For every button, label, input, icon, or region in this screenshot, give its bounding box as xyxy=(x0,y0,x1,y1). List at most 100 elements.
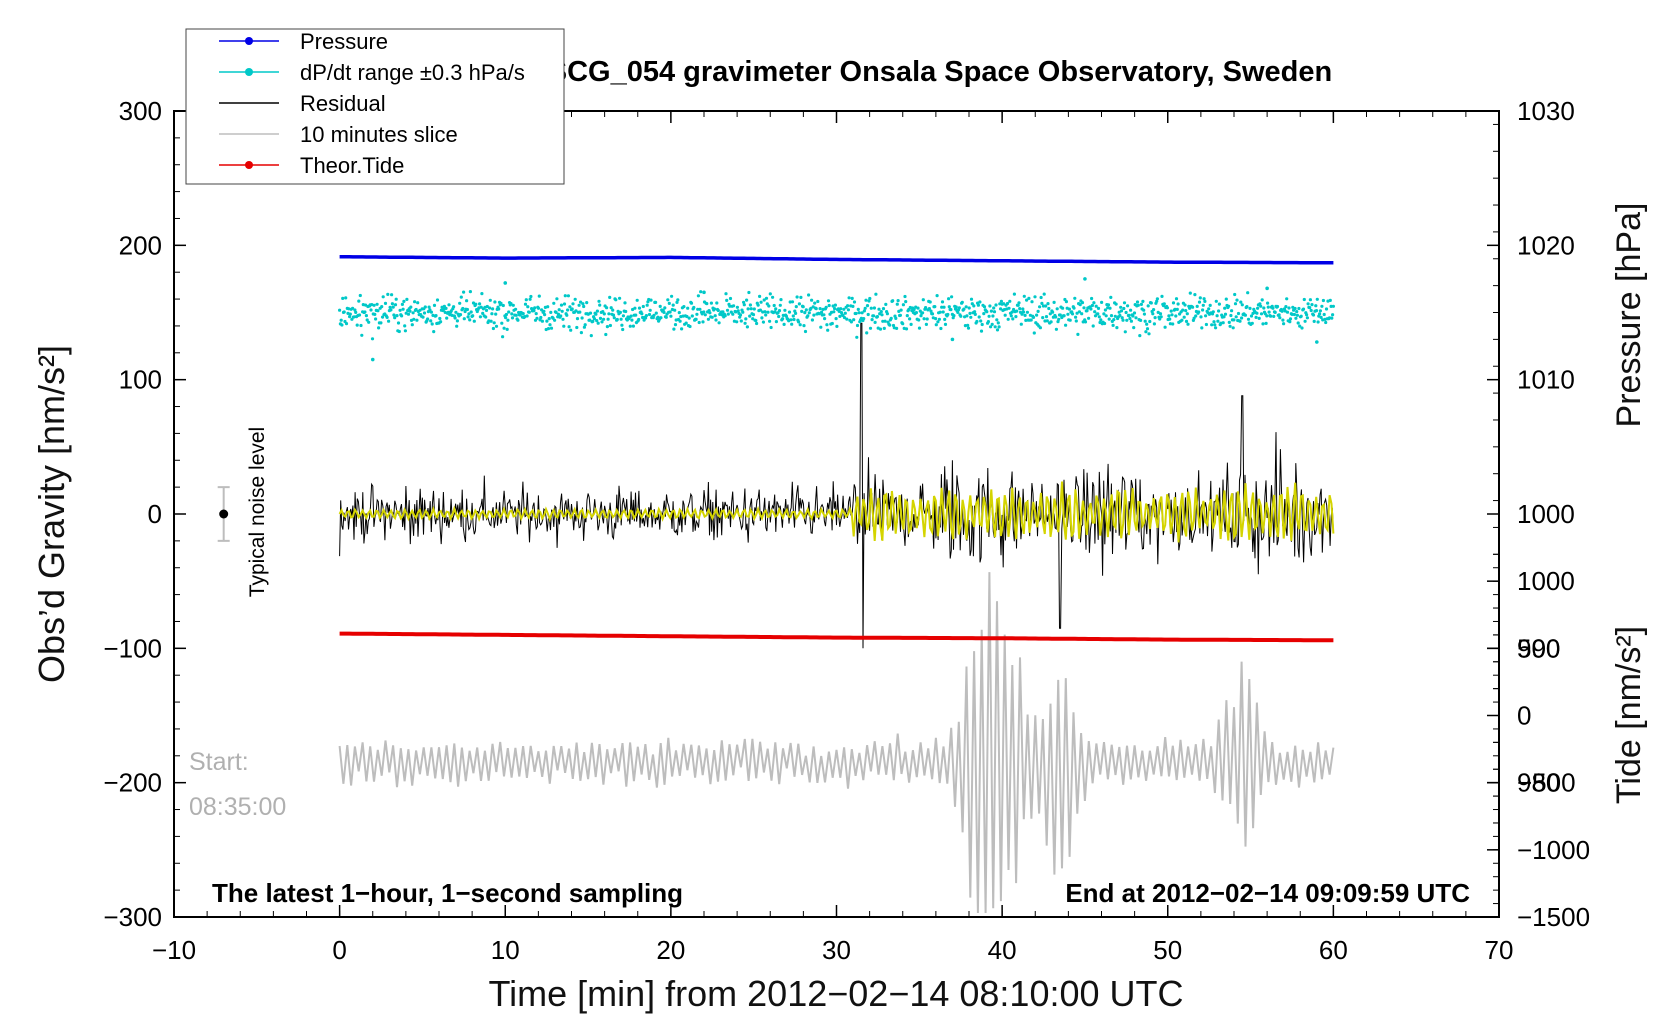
dpdt-point xyxy=(339,318,343,322)
dpdt-point xyxy=(965,314,969,318)
dpdt-point xyxy=(509,302,513,306)
x-tick-label: 10 xyxy=(491,935,520,965)
dpdt-point xyxy=(916,306,920,310)
dpdt-point xyxy=(807,293,811,297)
dpdt-point xyxy=(507,310,511,314)
dpdt-point xyxy=(868,296,872,301)
dpdt-point xyxy=(392,313,396,317)
dpdt-point xyxy=(878,327,883,331)
dpdt-point xyxy=(352,315,356,319)
dpdt-point xyxy=(1100,300,1104,304)
dpdt-point xyxy=(991,314,995,318)
dpdt-point xyxy=(606,317,610,321)
dpdt-point xyxy=(1120,316,1124,320)
x-tick-label: 60 xyxy=(1319,935,1348,965)
dpdt-point xyxy=(1310,303,1314,307)
dpdt-point xyxy=(1118,313,1122,318)
dpdt-point xyxy=(888,323,892,327)
dpdt-point xyxy=(896,299,900,303)
dpdt-point xyxy=(818,307,822,311)
dpdt-point xyxy=(1217,302,1221,306)
dpdt-point xyxy=(761,320,766,324)
dpdt-point xyxy=(363,310,367,314)
dpdt-point xyxy=(1025,298,1029,302)
dpdt-point xyxy=(379,321,383,325)
dpdt-point xyxy=(783,308,787,312)
dpdt-point xyxy=(1245,305,1249,309)
dpdt-point xyxy=(979,319,983,323)
dpdt-point xyxy=(985,310,989,314)
dpdt-point xyxy=(772,303,776,308)
x-tick-label: 40 xyxy=(988,935,1017,965)
dpdt-point xyxy=(1181,308,1185,312)
dpdt-point xyxy=(810,318,815,322)
dpdt-point xyxy=(598,316,603,320)
dpdt-point xyxy=(1042,292,1046,296)
dpdt-point xyxy=(365,318,369,322)
dpdt-point xyxy=(716,308,720,313)
legend-entry-label: 10 minutes slice xyxy=(300,122,458,147)
dpdt-point xyxy=(820,310,824,314)
dpdt-point xyxy=(566,294,571,298)
pressure-trace xyxy=(339,255,1334,265)
dpdt-point xyxy=(1107,317,1111,321)
dpdt-point xyxy=(680,327,684,331)
dpdt-point xyxy=(468,290,472,294)
dpdt-point xyxy=(1052,300,1056,304)
dpdt-point xyxy=(789,318,793,322)
dpdt-point xyxy=(659,316,663,320)
x-tick-label: −10 xyxy=(152,935,196,965)
dpdt-point xyxy=(411,311,415,315)
dpdt-point xyxy=(754,318,758,323)
dpdt-point xyxy=(894,316,898,320)
dpdt-point xyxy=(1096,306,1101,310)
dpdt-point xyxy=(673,308,677,312)
dpdt-point xyxy=(388,305,392,309)
dpdt-point xyxy=(864,298,868,302)
dpdt-point xyxy=(1269,314,1273,318)
slice-trace xyxy=(338,572,1335,914)
dpdt-point xyxy=(877,307,881,311)
dpdt-point xyxy=(380,315,385,319)
dpdt-point xyxy=(847,296,851,300)
dpdt-point xyxy=(759,300,763,304)
dpdt-point xyxy=(465,307,469,312)
dpdt-point xyxy=(409,305,413,309)
dpdt-point xyxy=(652,313,656,317)
dpdt-point xyxy=(1233,302,1238,306)
dpdt-point xyxy=(582,325,587,329)
dpdt-point xyxy=(751,313,756,317)
dpdt-point xyxy=(401,307,405,311)
dpdt-point xyxy=(982,305,987,309)
x-tick-label: 0 xyxy=(332,935,346,965)
dpdt-point xyxy=(771,295,775,299)
dpdt-point xyxy=(751,317,755,321)
dpdt-point xyxy=(695,312,699,316)
dpdt-point xyxy=(1311,313,1316,317)
dpdt-point xyxy=(373,312,377,316)
dpdt-point xyxy=(630,318,634,322)
dpdt-point xyxy=(846,304,850,308)
x-tick-label: 20 xyxy=(656,935,685,965)
dpdt-point xyxy=(1054,315,1058,319)
dpdt-point xyxy=(1301,307,1306,311)
dpdt-point xyxy=(1315,297,1319,301)
dpdt-point xyxy=(406,312,411,316)
dpdt-point xyxy=(390,293,394,297)
dpdt-point xyxy=(901,322,905,326)
dpdt-point xyxy=(712,307,717,311)
dpdt-point xyxy=(1305,313,1309,317)
dpdt-point xyxy=(360,333,364,337)
dpdt-point xyxy=(1104,314,1108,318)
dpdt-point xyxy=(973,312,977,316)
dpdt-point xyxy=(387,319,391,323)
tide-tick-label: −500 xyxy=(1517,768,1576,798)
dpdt-point xyxy=(1316,320,1320,324)
dpdt-point xyxy=(1256,306,1260,310)
dpdt-point xyxy=(745,325,750,329)
dpdt-point xyxy=(879,310,883,314)
dpdt-point xyxy=(1005,301,1010,306)
dpdt-point xyxy=(901,303,906,307)
dpdt-point xyxy=(972,304,976,308)
dpdt-point xyxy=(898,313,903,317)
